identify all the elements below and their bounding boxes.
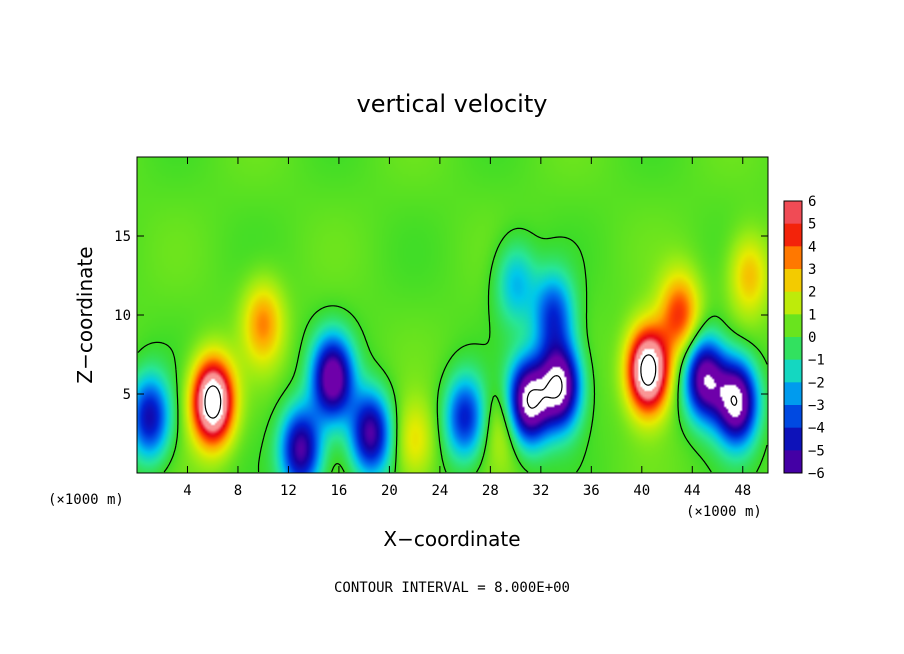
y-tick-label: 10 <box>114 308 131 324</box>
x-tick-label: 8 <box>234 483 242 499</box>
colorbar-tick-label: −2 <box>808 375 825 391</box>
colorbar-swatch <box>784 201 802 225</box>
colorbar-tick-label: 2 <box>808 285 816 301</box>
colorbar-tick-label: 1 <box>808 307 816 323</box>
x-tick-label: 28 <box>482 483 499 499</box>
x-tick-label: 20 <box>381 483 398 499</box>
contour-negative <box>526 375 738 409</box>
colorbar: 6 5 4 3 2 1 0 −1 −2 −3 −4 −5 −6 <box>783 194 825 482</box>
x-tick-label: 44 <box>684 483 701 499</box>
colorbar-frame <box>783 200 803 474</box>
colorbar-swatch <box>784 359 802 383</box>
colorbar-tick-label: −1 <box>808 353 825 369</box>
colorbar-swatch <box>784 382 802 406</box>
x-tick-label: 4 <box>183 483 191 499</box>
y-axis-ticks: 5 10 15 <box>114 229 768 403</box>
x-tick-label: 12 <box>280 483 297 499</box>
colorbar-tick-label: −5 <box>808 443 825 459</box>
contour-lines <box>137 227 768 473</box>
x-tick-label: 40 <box>633 483 650 499</box>
heatmap-raster <box>137 157 768 473</box>
colorbar-tick-label: 5 <box>808 217 816 233</box>
colorbar-tick-label: 3 <box>808 262 816 278</box>
contour-interval-note: CONTOUR INTERVAL = 8.000E+00 <box>334 580 570 596</box>
chart-title: vertical velocity <box>357 90 548 118</box>
colorbar-tick-label: 6 <box>808 194 816 210</box>
colorbar-swatch <box>784 427 802 451</box>
x-axis-label: X−coordinate <box>383 527 520 551</box>
colorbar-swatch <box>784 450 802 474</box>
y-axis-label: Z−coordinate <box>73 246 97 383</box>
y-tick-label: 15 <box>114 229 131 245</box>
colorbar-tick-label: 4 <box>808 239 816 255</box>
colorbar-tick-label: −3 <box>808 398 825 414</box>
colorbar-tick-label: −4 <box>808 421 825 437</box>
x-tick-label: 16 <box>330 483 347 499</box>
velocity-field <box>137 157 768 473</box>
x-unit-label-right: (×1000 m) <box>686 504 762 520</box>
colorbar-swatch <box>784 405 802 429</box>
colorbar-tick-label: 0 <box>808 330 816 346</box>
y-tick-label: 5 <box>123 387 131 403</box>
colorbar-swatch <box>784 291 802 315</box>
colorbar-swatch <box>784 269 802 293</box>
x-unit-label-left: (×1000 m) <box>48 492 124 508</box>
colorbar-swatch <box>784 246 802 270</box>
contour-positive <box>204 354 657 419</box>
colorbar-swatch <box>784 223 802 247</box>
colorbar-tick-label: −6 <box>808 466 825 482</box>
contour-zero <box>137 227 768 473</box>
x-tick-label: 32 <box>532 483 549 499</box>
x-tick-label: 36 <box>583 483 600 499</box>
x-tick-label: 48 <box>734 483 751 499</box>
colorbar-swatch <box>784 314 802 338</box>
x-axis-ticks: 4 8 12 16 20 24 28 32 36 40 44 48 <box>183 157 751 499</box>
x-tick-label: 24 <box>431 483 448 499</box>
colorbar-swatch <box>784 337 802 361</box>
